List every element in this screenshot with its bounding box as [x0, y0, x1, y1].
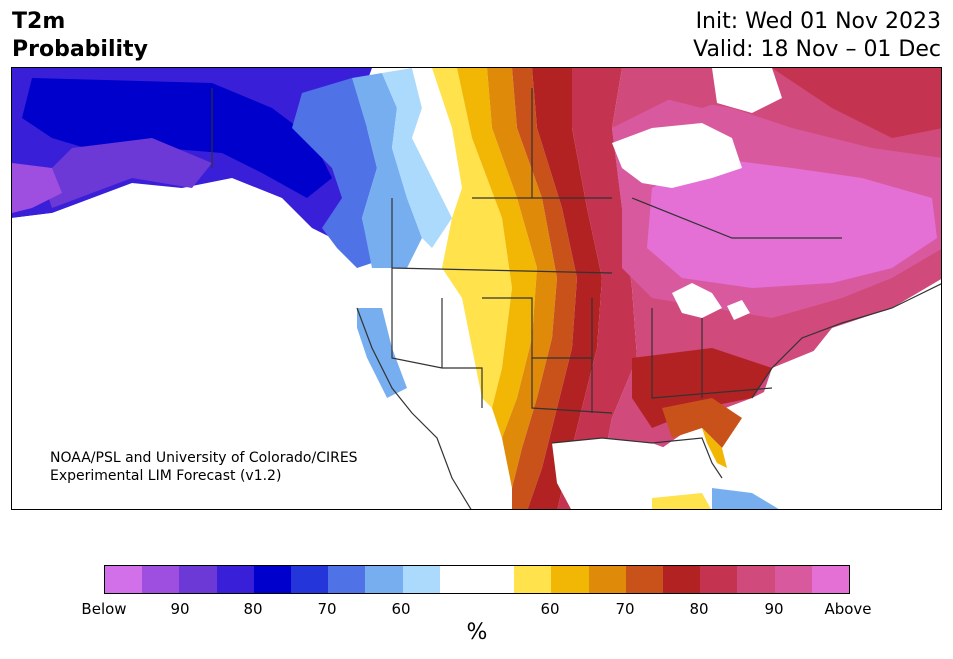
colorbar-segment	[737, 566, 775, 593]
colorbar-segment	[105, 566, 143, 593]
cuba-west	[652, 493, 711, 509]
title-line-2: Probability	[12, 37, 148, 62]
title-line-1: T2m	[12, 9, 66, 34]
colorbar-segment	[774, 566, 812, 593]
map-canvas	[12, 68, 941, 509]
colorbar-tick-label: 70	[615, 600, 635, 618]
colorbar-tick-label: Above	[824, 600, 872, 618]
colorbar-segment	[179, 566, 217, 593]
colorbar-segment	[291, 566, 329, 593]
colorbar-tick-label: 60	[391, 600, 411, 618]
colorbar-segment	[551, 566, 589, 593]
arctic-water	[712, 68, 782, 113]
borders	[211, 88, 941, 509]
hudson-bay	[612, 123, 742, 188]
cuba-east	[712, 488, 779, 509]
forecast-dates: Init: Wed 01 Nov 2023 Valid: 18 Nov – 01…	[693, 8, 941, 64]
pacific-ocean	[12, 198, 462, 509]
colorbar-segment	[663, 566, 701, 593]
probability-colorbar	[104, 565, 850, 594]
colorbar-segment	[402, 566, 440, 593]
california-coast	[357, 308, 407, 398]
colorbar-segment	[365, 566, 403, 593]
gulf-of-mexico	[552, 438, 731, 509]
colorbar-segment	[811, 566, 850, 593]
colorbar-segment	[216, 566, 254, 593]
colorbar-segment	[588, 566, 626, 593]
init-date: Init: Wed 01 Nov 2023	[695, 9, 941, 34]
colorbar-segment	[253, 566, 292, 593]
colorbar-segment	[142, 566, 180, 593]
colorbar-tick-label: Below	[81, 600, 127, 618]
colorbar-tick-label: 90	[170, 600, 190, 618]
map-title: T2m Probability	[12, 8, 148, 64]
central-band	[432, 68, 637, 509]
colorbar-segment	[514, 566, 552, 593]
colorbar-segment	[700, 566, 738, 593]
probability-map: NOAA/PSL and University of Colorado/CIRE…	[11, 67, 942, 510]
colorbar-segment	[439, 566, 478, 593]
colorbar-tick-label: 80	[243, 600, 263, 618]
credit-line-2: Experimental LIM Forecast (v1.2)	[50, 468, 282, 484]
colorbar-segment	[477, 566, 515, 593]
alaska-region	[12, 68, 372, 243]
colorbar-segment	[328, 566, 366, 593]
credit-text: NOAA/PSL and University of Colorado/CIRE…	[50, 449, 358, 485]
colorbar-tick-label: 80	[689, 600, 709, 618]
credit-line-1: NOAA/PSL and University of Colorado/CIRE…	[50, 450, 358, 466]
western-canada-region	[292, 68, 472, 268]
colorbar-tick-label: 60	[540, 600, 560, 618]
colorbar-segment	[625, 566, 664, 593]
valid-range: Valid: 18 Nov – 01 Dec	[693, 37, 941, 62]
colorbar-unit: %	[466, 620, 488, 645]
colorbar-tick-label: 90	[764, 600, 784, 618]
eastern-region	[602, 68, 941, 468]
lake-erie	[727, 300, 750, 320]
great-lakes	[672, 283, 722, 318]
atlantic-ocean	[732, 298, 941, 509]
colorbar-tick-label: 70	[317, 600, 337, 618]
